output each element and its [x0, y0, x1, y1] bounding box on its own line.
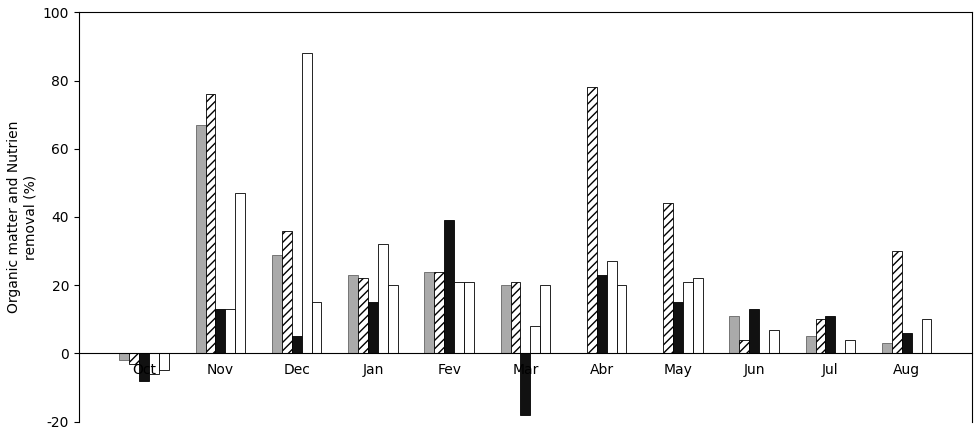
Bar — [368, 302, 378, 354]
Bar — [891, 251, 901, 354]
Bar — [378, 244, 387, 354]
Bar — [358, 278, 368, 354]
Bar — [901, 333, 911, 354]
Bar — [454, 282, 464, 354]
Bar — [423, 271, 434, 354]
Bar — [387, 285, 397, 354]
Bar — [920, 319, 930, 354]
Bar — [311, 302, 321, 354]
Bar — [606, 261, 616, 354]
Bar — [729, 316, 738, 354]
Bar — [616, 285, 626, 354]
Bar — [464, 282, 473, 354]
Bar — [282, 231, 291, 354]
Bar — [672, 302, 683, 354]
Bar — [738, 340, 748, 354]
Bar — [139, 354, 149, 381]
Bar — [196, 125, 205, 354]
Bar — [692, 278, 702, 354]
Bar — [530, 326, 540, 354]
Bar — [158, 354, 169, 371]
Bar — [444, 220, 454, 354]
Bar — [881, 343, 891, 354]
Bar — [815, 319, 824, 354]
Y-axis label: Organic matter and Nutrien
removal (%): Organic matter and Nutrien removal (%) — [7, 121, 37, 313]
Bar — [205, 94, 215, 354]
Bar — [662, 203, 672, 354]
Bar — [272, 254, 282, 354]
Bar — [824, 316, 834, 354]
Bar — [683, 282, 692, 354]
Bar — [348, 275, 358, 354]
Bar — [520, 354, 530, 415]
Bar — [748, 309, 758, 354]
Bar — [769, 329, 778, 354]
Bar — [119, 354, 129, 360]
Bar — [301, 53, 311, 354]
Bar — [586, 87, 597, 354]
Bar — [500, 285, 511, 354]
Bar — [129, 354, 139, 364]
Bar — [434, 271, 444, 354]
Bar — [511, 282, 520, 354]
Bar — [597, 275, 606, 354]
Bar — [149, 354, 158, 374]
Bar — [235, 193, 244, 354]
Bar — [291, 336, 301, 354]
Bar — [215, 309, 225, 354]
Bar — [844, 340, 855, 354]
Bar — [805, 336, 815, 354]
Bar — [540, 285, 550, 354]
Bar — [225, 309, 235, 354]
